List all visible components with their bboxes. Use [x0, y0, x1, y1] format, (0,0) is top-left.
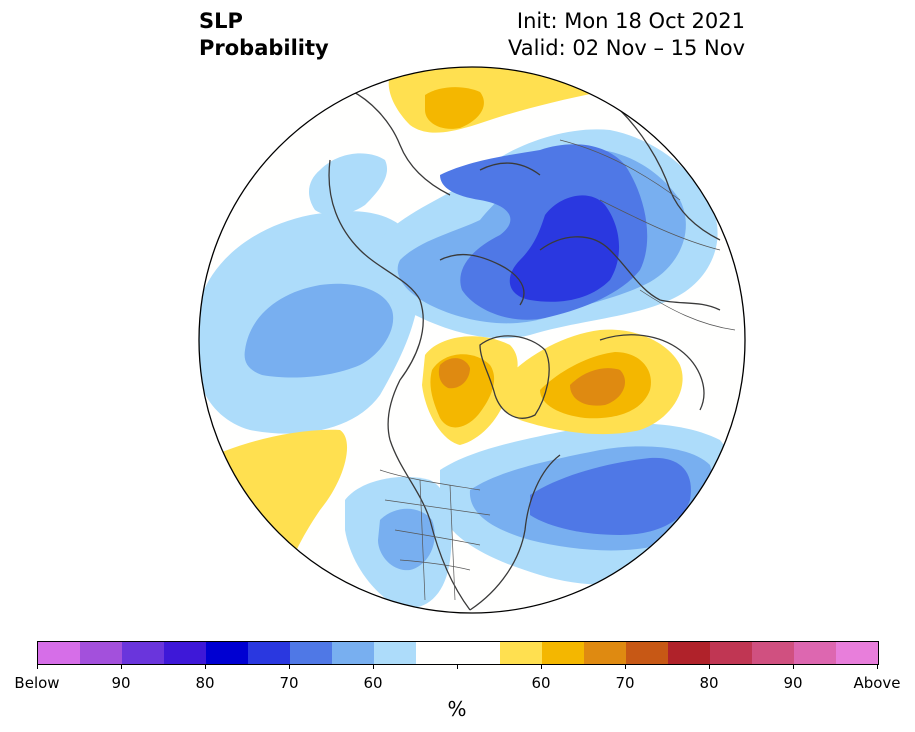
colorbar-tick [205, 664, 206, 669]
colorbar-segment [248, 642, 290, 664]
colorbar-segment [542, 642, 584, 664]
colorbar-segment [38, 642, 80, 664]
colorbar-segment [164, 642, 206, 664]
colorbar-segment [500, 642, 542, 664]
colorbar-segment [626, 642, 668, 664]
colorbar [37, 641, 879, 665]
colorbar-segment [206, 642, 248, 664]
colorbar-tick-label: 80 [699, 674, 719, 692]
colorbar-segment [122, 642, 164, 664]
colorbar-tick [37, 664, 38, 669]
colorbar-tick-label: 90 [111, 674, 131, 692]
colorbar-tick [625, 664, 626, 669]
arctic-low-75 [509, 195, 620, 302]
colorbar-segment [794, 642, 836, 664]
colorbar-segment [668, 642, 710, 664]
probability-fields [199, 67, 745, 613]
colorbar-tick [289, 664, 290, 669]
chart-title-left: SLP Probability [199, 8, 329, 62]
europe-low-70 [530, 457, 691, 535]
colorbar-tick-label: 70 [279, 674, 299, 692]
colorbar-segment [80, 642, 122, 664]
colorbar-tick [709, 664, 710, 669]
pacific-low-65 [244, 283, 394, 378]
us-low-65 [378, 508, 435, 571]
atlantic-high-65 [570, 368, 625, 406]
colorbar-tick-label: 60 [531, 674, 551, 692]
coastlines [328, 89, 721, 611]
colorbar-segment [374, 642, 416, 664]
colorbar-tick [121, 664, 122, 669]
colorbar-tick-label: Below [14, 674, 60, 692]
polar-map [198, 66, 746, 614]
chart-title-right: Init: Mon 18 Oct 2021 Valid: 02 Nov – 15… [508, 8, 745, 62]
globe-outline [198, 66, 746, 614]
colorbar-tick [373, 664, 374, 669]
colorbar-segment [752, 642, 794, 664]
init-date: Init: Mon 18 Oct 2021 [516, 9, 745, 33]
colorbar-segment [710, 642, 752, 664]
title-quantity: Probability [199, 36, 329, 60]
map-svg [198, 66, 746, 614]
colorbar-tick [793, 664, 794, 669]
colorbar-segment [332, 642, 374, 664]
colorbar-tick-label: 70 [615, 674, 635, 692]
colorbar-tick [541, 664, 542, 669]
title-variable: SLP [199, 9, 243, 33]
canada-high-65 [438, 358, 470, 389]
colorbar-tick-label: 90 [783, 674, 803, 692]
alaska-low-60 [308, 153, 388, 216]
colorbar-tick [457, 664, 458, 669]
colorbar-tick-label: 60 [363, 674, 383, 692]
colorbar-segment [416, 642, 458, 664]
country-borders [379, 139, 736, 601]
colorbar-segment [836, 642, 878, 664]
colorbar-tick-label: 80 [195, 674, 215, 692]
colorbar-segment [458, 642, 500, 664]
colorbar-segment [290, 642, 332, 664]
top-high-60 [425, 87, 484, 129]
valid-period: Valid: 02 Nov – 15 Nov [508, 36, 745, 60]
colorbar-tick-label: Above [853, 674, 901, 692]
colorbar-segment [584, 642, 626, 664]
colorbar-tick [877, 664, 878, 669]
colorbar-unit: % [447, 697, 467, 721]
